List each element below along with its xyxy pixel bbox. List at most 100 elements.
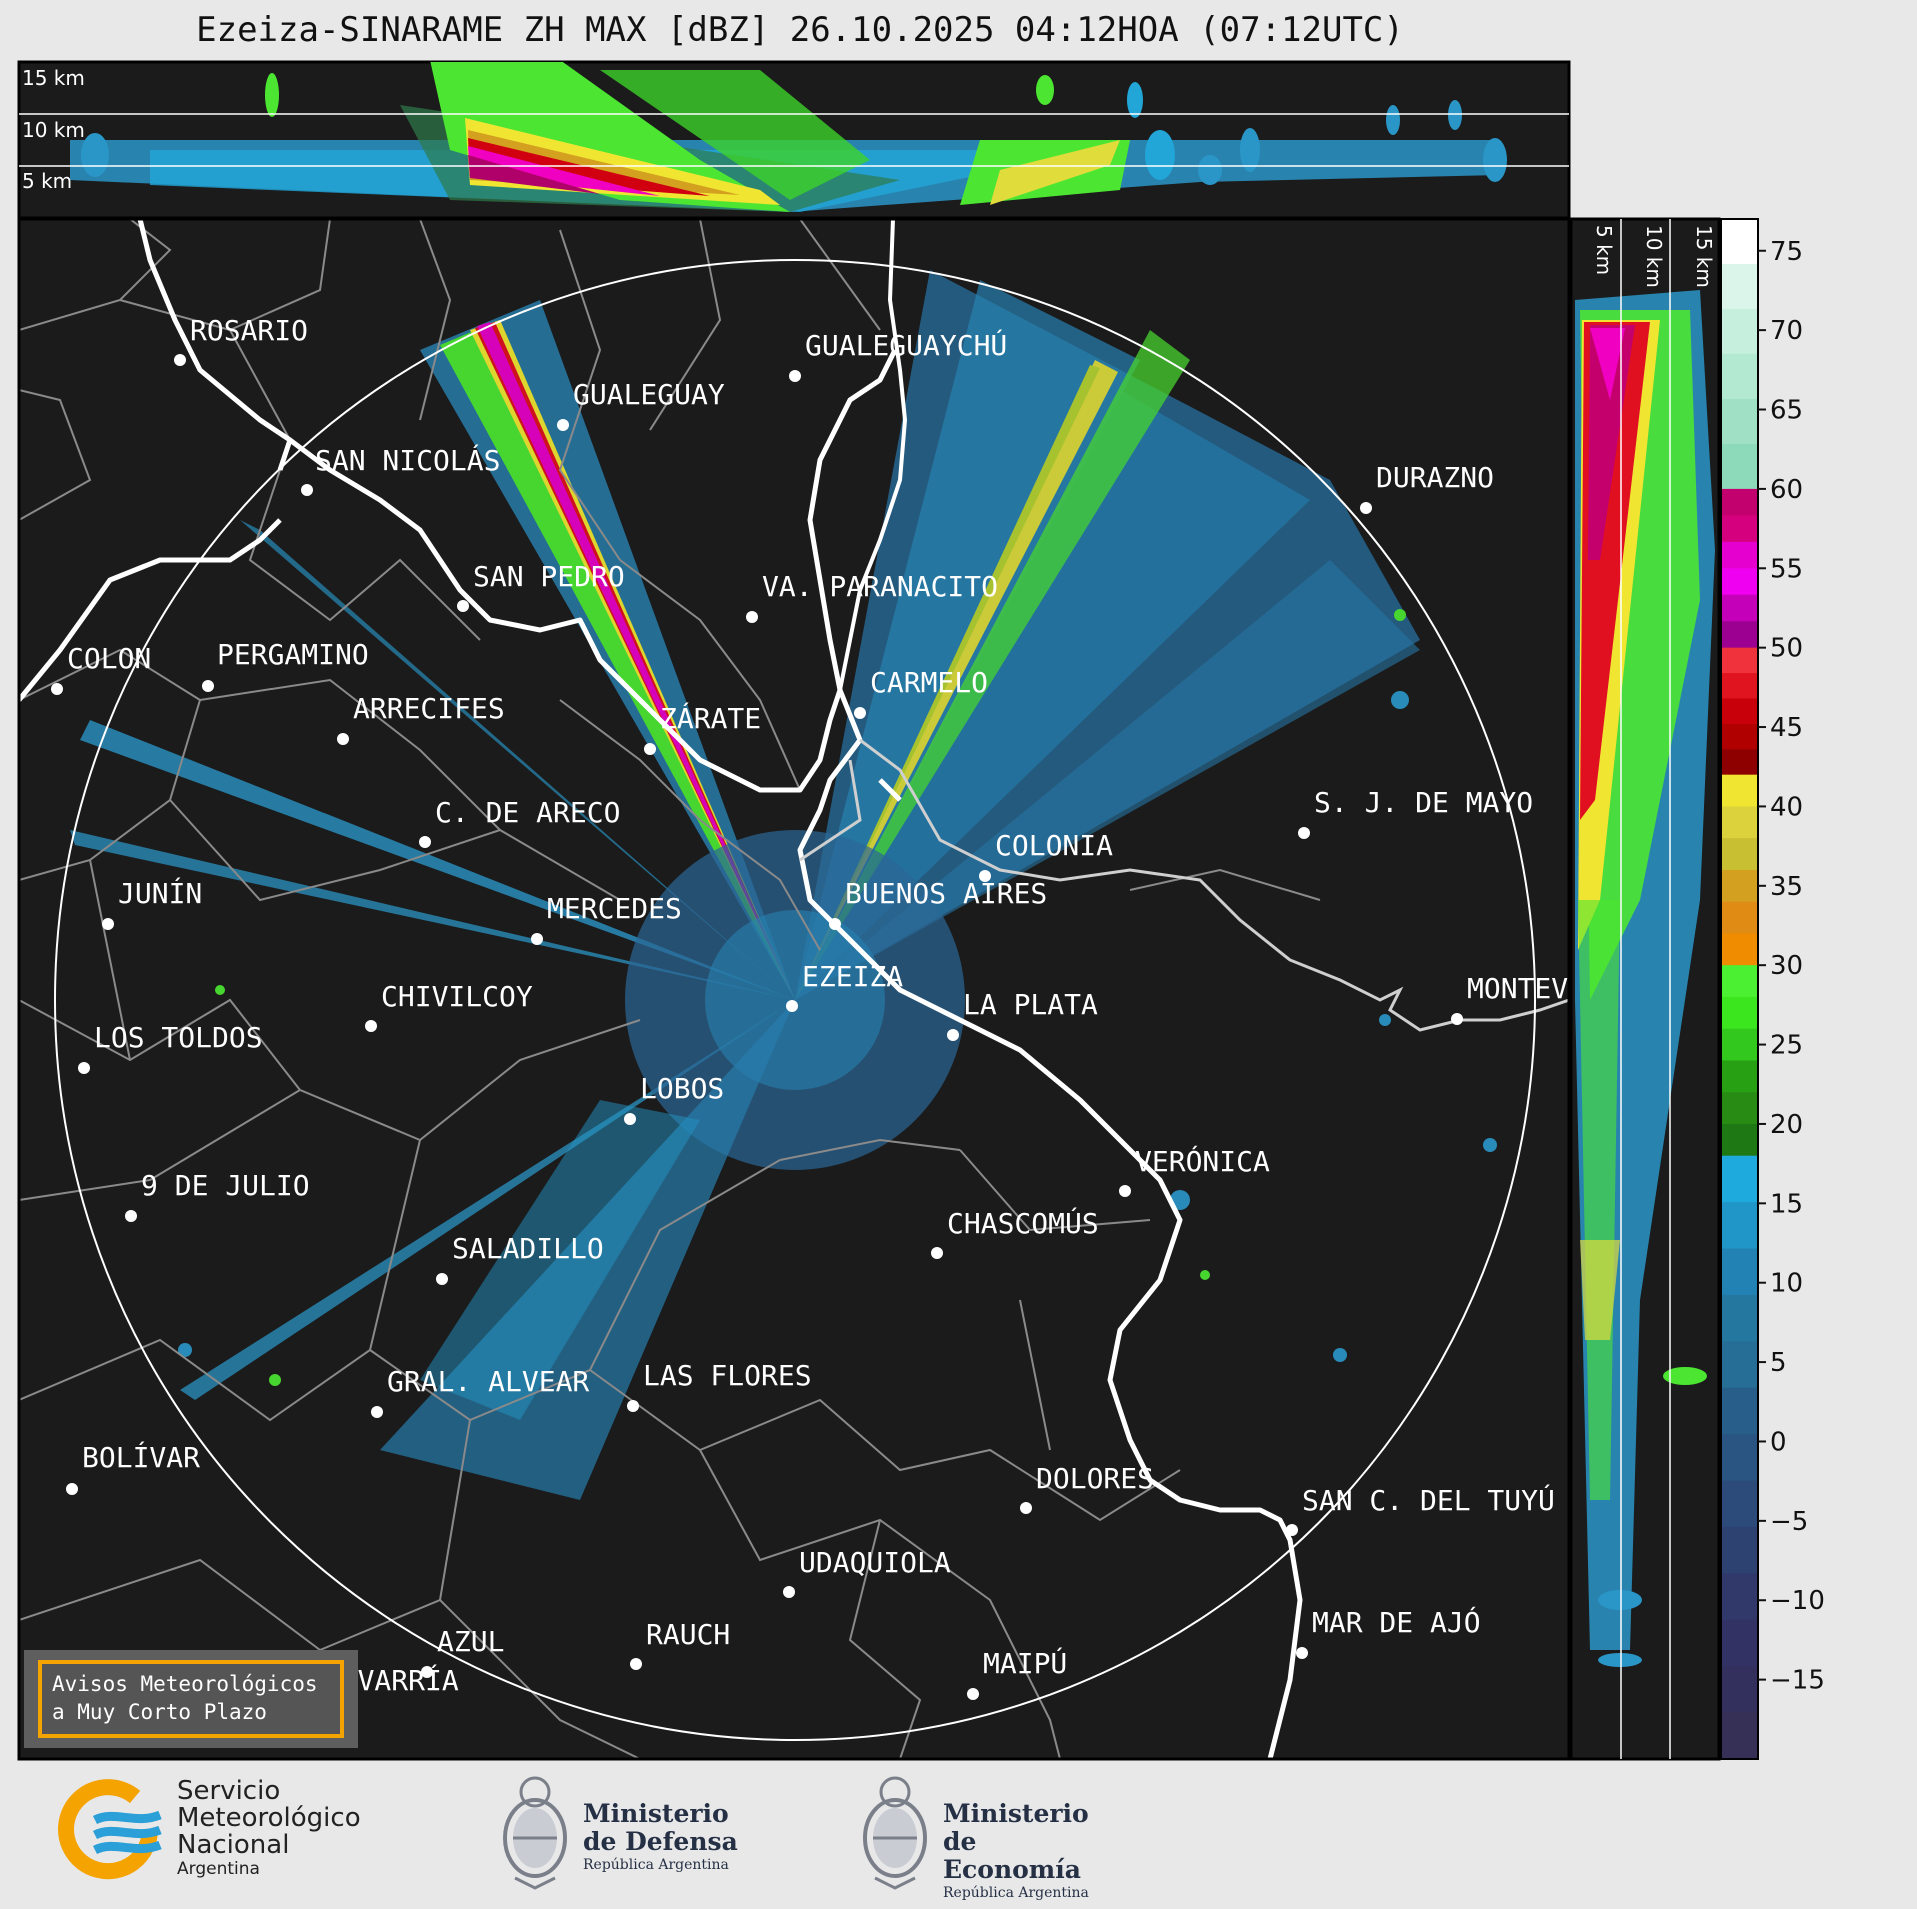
city-13: C. DE ARECO: [419, 796, 620, 848]
colorbar-tick-label: −5: [1770, 1507, 1808, 1537]
city-15: JUNÍN: [102, 876, 202, 930]
city-marker-dot: [854, 707, 866, 719]
city-label: MONTEV: [1467, 972, 1568, 1005]
city-6: VA. PARANACITO: [746, 570, 998, 623]
city-label: MERCEDES: [547, 892, 682, 925]
city-label: MAR DE AJÓ: [1312, 1605, 1481, 1639]
colorbar-band: [1721, 698, 1758, 725]
colorbar-band: [1721, 1155, 1758, 1203]
city-4: DURAZNO: [1360, 461, 1494, 514]
city-label: GRAL. ALVEAR: [387, 1365, 589, 1398]
colorbar-band: [1721, 398, 1758, 445]
side-height-label-15: 15 km: [1692, 225, 1716, 288]
city-marker-dot: [66, 1483, 78, 1495]
city-label: AZUL: [437, 1625, 504, 1658]
city-label: BUENOS AIRES: [845, 877, 1047, 910]
city-marker-dot: [1296, 1647, 1308, 1659]
city-marker-dot: [624, 1113, 636, 1125]
top-section-echoes: [70, 62, 1507, 212]
city-marker-dot: [421, 1666, 433, 1678]
city-32: SAN C. DEL TUYÚ: [1286, 1483, 1555, 1536]
smn-emblem-icon: [58, 1779, 162, 1880]
city-14: COLONIA: [979, 829, 1113, 882]
city-22: LOS TOLDOS: [78, 1021, 263, 1074]
city-marker-dot: [979, 870, 991, 882]
city-label: ROSARIO: [190, 314, 308, 347]
colorbar-tick-label: 30: [1770, 951, 1803, 981]
city-label: COLON: [67, 642, 151, 675]
city-12: S. J. DE MAYO: [1298, 786, 1533, 839]
city-marker-dot: [1286, 1524, 1298, 1536]
colorbar-band: [1721, 308, 1758, 355]
city-label: ARRECIFES: [353, 692, 505, 725]
colorbar-tick-label: −10: [1770, 1586, 1825, 1616]
city-18: EZEIZA: [786, 960, 903, 1012]
city-21: LA PLATA: [947, 988, 1098, 1041]
city-marker-dot: [630, 1658, 642, 1670]
city-marker-dot: [783, 1586, 795, 1598]
top-height-label-5: 5 km: [22, 169, 72, 193]
colorbar-band: [1721, 594, 1758, 622]
city-marker-dot: [174, 354, 186, 366]
colorbar-tick-label: 10: [1770, 1269, 1803, 1299]
colorbar-tick-label: 15: [1770, 1189, 1803, 1219]
city-marker-dot: [1360, 502, 1372, 514]
city-5: SAN PEDRO: [457, 560, 625, 612]
colorbar-band: [1721, 219, 1758, 265]
colorbar-band: [1721, 996, 1758, 1030]
city-marker-dot: [786, 1000, 798, 1012]
warning-line-2: a Muy Corto Plazo: [52, 1700, 267, 1724]
city-marker-dot: [337, 733, 349, 745]
city-3: SAN NICOLÁS: [301, 443, 500, 496]
city-marker-dot: [947, 1029, 959, 1041]
national-shield-icon: [863, 1776, 927, 1890]
city-23: LOBOS: [624, 1072, 724, 1125]
city-1: GUALEGUAYCHÚ: [789, 328, 1007, 382]
colorbar-band: [1721, 1526, 1758, 1574]
city-7: COLON: [51, 642, 151, 695]
city-27: SALADILLO: [436, 1232, 604, 1285]
city-10: ARRECIFES: [337, 692, 505, 745]
colorbar-band: [1721, 1294, 1758, 1342]
city-8: PERGAMINO: [202, 638, 369, 692]
colorbar-band: [1721, 541, 1758, 569]
colorbar-band: [1721, 647, 1758, 674]
city-33: UDAQUIOLA: [783, 1546, 951, 1598]
colorbar-band: [1721, 1028, 1758, 1061]
colorbar-band: [1721, 774, 1758, 807]
city-marker-dot: [419, 836, 431, 848]
smn-line-4: Argentina: [177, 1859, 260, 1879]
colorbar-tick-label: 50: [1770, 634, 1803, 664]
coastlines: [19, 219, 1303, 1759]
city-label: MAIPÚ: [983, 1646, 1067, 1680]
city-marker-dot: [365, 1020, 377, 1032]
city-marker-dot: [746, 611, 758, 623]
economia-logo: Ministerio de Economía República Argenti…: [855, 1770, 1115, 1901]
colorbar-band: [1721, 723, 1758, 750]
top-section-panel: 15 km 10 km 5 km: [17, 60, 1571, 220]
city-label: SAN C. DEL TUYÚ: [1302, 1483, 1555, 1517]
city-2: GUALEGUAY: [557, 378, 725, 431]
colorbar-band: [1721, 1341, 1758, 1389]
colorbar-band: [1721, 1202, 1758, 1250]
city-label: VERÓNICA: [1135, 1144, 1270, 1178]
colorbar-band: [1721, 515, 1758, 543]
city-label: 9 DE JULIO: [141, 1169, 310, 1202]
top-height-label-15: 15 km: [22, 66, 85, 90]
colorbar-band: [1721, 621, 1758, 649]
colorbar-band: [1721, 1434, 1758, 1482]
city-28: GRAL. ALVEAR: [371, 1365, 589, 1418]
city-label: COLONIA: [995, 829, 1113, 862]
city-17: MERCEDES: [531, 892, 682, 945]
colorbar-band: [1721, 933, 1758, 966]
city-24: VERÓNICA: [1119, 1144, 1270, 1197]
colorbar-band: [1721, 1387, 1758, 1435]
city-19: MONTEV: [1451, 972, 1568, 1025]
warning-box[interactable]: Avisos Meteorológicos a Muy Corto Plazo: [38, 1660, 344, 1738]
colorbar-tick-label: 65: [1770, 396, 1803, 426]
city-label: PERGAMINO: [217, 638, 369, 671]
city-label: GUALEGUAYCHÚ: [805, 328, 1007, 362]
city-label: CHIVILCOY: [381, 980, 533, 1013]
city-marker-dot: [301, 484, 313, 496]
map-panel: ROSARIO GUALEGUAYCHÚ GUALEGUAY SAN NICOLÁS D…: [17, 217, 1571, 1761]
